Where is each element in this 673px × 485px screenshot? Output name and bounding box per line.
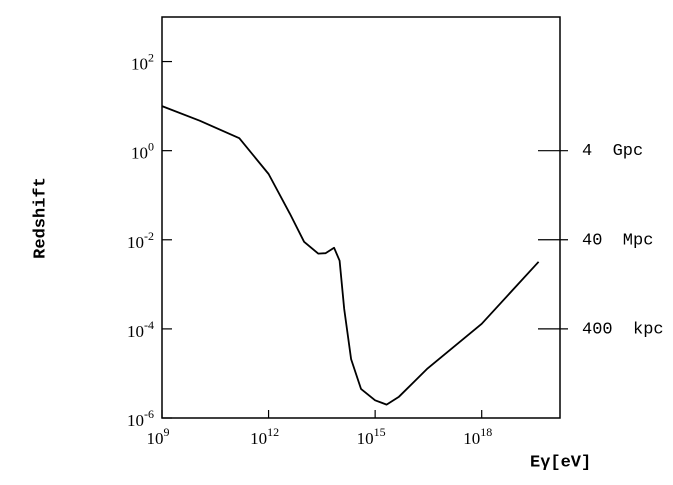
y-tick-label: 10-6 xyxy=(127,407,154,430)
x-tick-label: 1018 xyxy=(463,425,492,448)
y2-tick-label: 40 Mpc xyxy=(582,231,653,250)
data-line xyxy=(161,105,540,406)
y-tick-label: 100 xyxy=(131,139,154,162)
y-tick-label: 10-2 xyxy=(127,229,154,252)
y-axis-label: Redshift xyxy=(31,177,50,259)
x-tick-label: 1012 xyxy=(250,425,279,448)
plot-frame xyxy=(161,16,561,419)
y-tick-label: 102 xyxy=(131,50,154,73)
x-tick-label: 1015 xyxy=(357,425,386,448)
y2-tick-label: 400 kpc xyxy=(582,320,664,339)
y2-tick-label: 4 Gpc xyxy=(582,142,643,161)
y-tick-label: 10-4 xyxy=(127,318,154,341)
x-tick-label: 109 xyxy=(147,425,170,448)
x-axis-label: Eγ[eV] xyxy=(530,453,591,472)
